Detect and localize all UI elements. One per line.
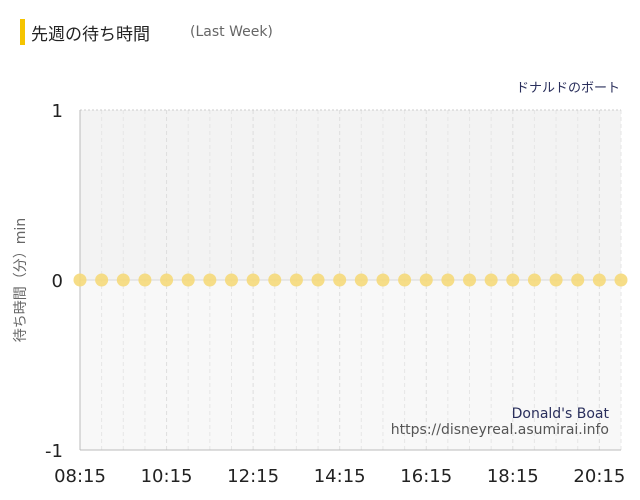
data-point <box>246 273 260 287</box>
x-tick-label: 16:15 <box>400 466 452 487</box>
data-point <box>268 273 282 287</box>
x-tick-label: 10:15 <box>141 466 193 487</box>
data-point <box>311 273 325 287</box>
watermark-name: Donald's Boat <box>511 406 609 422</box>
chart-title: ドナルドのボート <box>515 81 620 96</box>
plot-bg-lower <box>80 280 621 450</box>
watermark-url: https://disneyreal.asumirai.info <box>390 422 609 438</box>
data-point <box>441 273 455 287</box>
x-tick-label: 14:15 <box>314 466 366 487</box>
data-point <box>571 273 585 287</box>
data-point <box>333 273 347 287</box>
data-point <box>614 273 628 287</box>
data-point <box>376 273 390 287</box>
data-point <box>506 273 520 287</box>
x-tick-label: 12:15 <box>227 466 279 487</box>
data-point <box>181 273 195 287</box>
data-point <box>398 273 412 287</box>
data-point <box>549 273 563 287</box>
data-point <box>224 273 238 287</box>
data-point <box>484 273 498 287</box>
data-point <box>203 273 217 287</box>
y-tick-label: -1 <box>45 441 63 462</box>
data-point <box>160 273 174 287</box>
y-tick-label: 0 <box>52 271 63 292</box>
data-point <box>419 273 433 287</box>
accent-bar <box>20 19 25 45</box>
data-point <box>116 273 130 287</box>
data-point <box>95 273 109 287</box>
section-subtitle: (Last Week) <box>190 24 273 40</box>
section-header: 先週の待ち時間 (Last Week) <box>20 18 273 46</box>
data-point <box>592 273 606 287</box>
y-tick-label: 1 <box>52 101 63 122</box>
x-tick-label: 18:15 <box>487 466 539 487</box>
data-point <box>354 273 368 287</box>
data-point <box>463 273 477 287</box>
data-point <box>289 273 303 287</box>
plot-bg-upper <box>80 110 621 280</box>
data-point <box>73 273 87 287</box>
y-axis-label: 待ち時間（分）min <box>13 217 29 343</box>
x-tick-label: 20:15 <box>573 466 625 487</box>
x-tick-label: 08:15 <box>54 466 106 487</box>
data-point <box>527 273 541 287</box>
section-title: 先週の待ち時間 <box>31 24 150 45</box>
data-point <box>138 273 152 287</box>
